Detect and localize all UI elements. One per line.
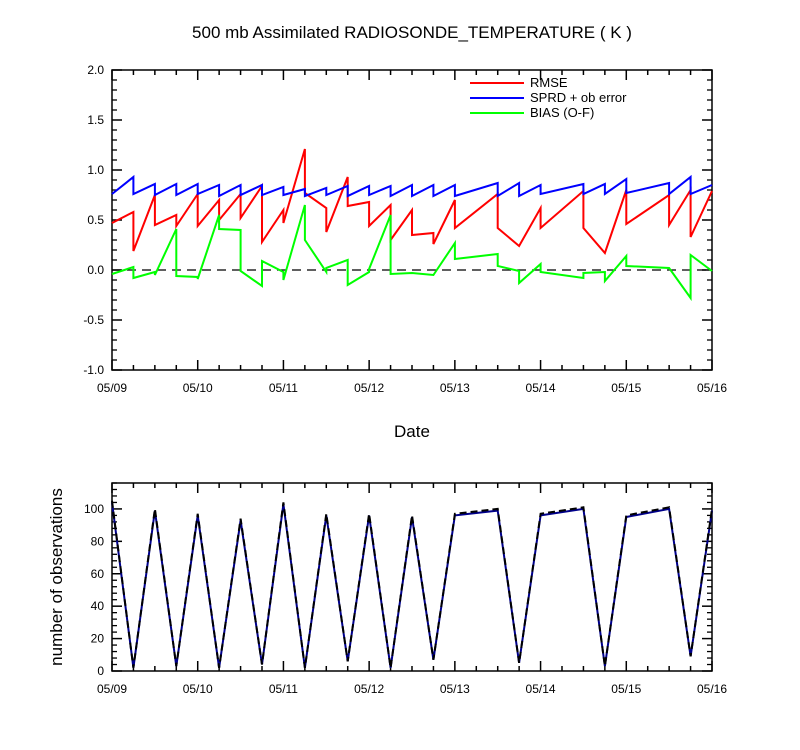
y-tick-label: -0.5 [83,313,104,327]
top-chart-panel: -1.0-0.50.00.51.01.52.0 05/09 05/10 05/11 0… [83,63,727,441]
x-tick-label: 05/16 [697,381,727,395]
y-axis-title-observations: number of observations [47,488,66,666]
y-tick-label: 1.5 [87,113,104,127]
y-tick-label: 0 [97,664,104,678]
bottom-y-tick-labels: 0 20 40 60 80 100 [84,502,104,678]
x-tick-label: 05/13 [440,682,470,696]
x-tick-label: 05/09 [97,381,127,395]
y-tick-label: 40 [91,599,105,613]
y-tick-label: 0.5 [87,213,104,227]
y-tick-label: 2.0 [87,63,104,77]
bottom-x-tick-labels: 05/09 05/10 05/11 05/12 05/13 05/14 05/15 05/16 [97,682,727,696]
x-tick-label: 05/12 [354,381,384,395]
series-line-sprd-ob-error [111,174,713,198]
x-tick-label: 05/15 [611,381,641,395]
x-tick-label: 05/10 [183,682,213,696]
legend-label: SPRD + ob error [530,90,627,105]
x-tick-label: 05/16 [697,682,727,696]
x-tick-label: 05/12 [354,682,384,696]
bottom-minor-ticks [112,482,712,671]
top-series-group [111,148,713,302]
top-minor-ticks [112,70,712,370]
y-tick-label: 1.0 [87,163,104,177]
x-tick-label: 05/14 [526,381,556,395]
chart-title: 500 mb Assimilated RADIOSONDE_TEMPERATUR… [192,23,632,42]
x-tick-label: 05/13 [440,381,470,395]
y-tick-label: 20 [91,632,105,646]
y-tick-label: -1.0 [83,363,104,377]
legend-label: RMSE [530,75,568,90]
top-major-ticks [111,69,713,371]
series-line-bias-o-f [111,204,713,302]
bottom-series-group [111,500,713,668]
series-line-number-of-observations [111,502,713,668]
x-tick-label: 05/15 [611,682,641,696]
y-tick-label: 100 [84,502,104,516]
bottom-plot-frame [111,482,713,672]
x-tick-label: 05/11 [269,381,298,395]
top-x-tick-labels: 05/09 05/10 05/11 05/12 05/13 05/14 05/15 05/16 [97,381,727,395]
x-tick-label: 05/10 [183,381,213,395]
x-tick-label: 05/14 [526,682,556,696]
legend-label: BIAS (O-F) [530,105,594,120]
x-axis-title: Date [394,422,430,441]
y-tick-label: 60 [91,567,105,581]
x-tick-label: 05/11 [269,682,298,696]
y-tick-label: 80 [91,534,105,548]
top-y-tick-labels: -1.0 -0.5 0.0 0.5 1.0 1.5 2.0 [83,63,104,377]
series-line-number-of-observations-assimilated [111,500,713,668]
x-tick-label: 05/09 [97,682,127,696]
bottom-major-ticks [111,483,713,672]
series-line-rmse [111,148,713,255]
y-tick-label: 0.0 [87,263,104,277]
